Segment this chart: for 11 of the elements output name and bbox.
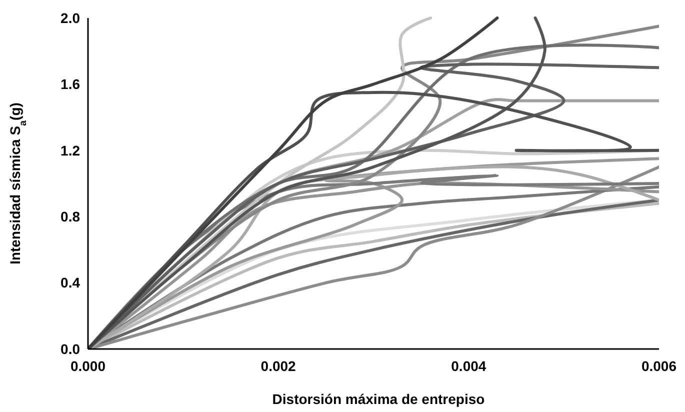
y-tick-label: 0.8 <box>60 208 80 224</box>
y-tick-label: 0.0 <box>60 340 80 357</box>
x-tick-label: 0.002 <box>260 358 296 374</box>
x-tick-label: 0.006 <box>641 358 677 374</box>
x-axis-title: Distorsión máxima de entrepiso <box>272 391 485 407</box>
y-tick-label: 1.6 <box>60 76 80 92</box>
y-tick-label: 0.4 <box>60 274 80 291</box>
y-tick-label: 1.2 <box>60 142 80 158</box>
x-tick-label: 0.004 <box>451 358 486 374</box>
x-tick-label: 0.000 <box>70 358 106 374</box>
y-tick-label: 2.0 <box>60 10 80 26</box>
